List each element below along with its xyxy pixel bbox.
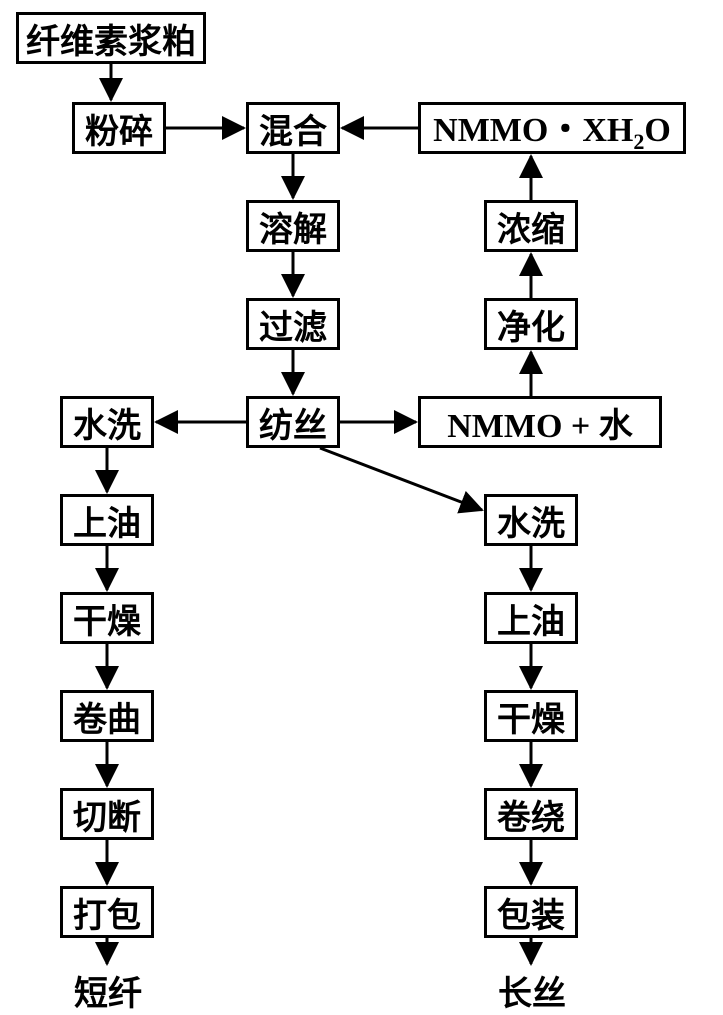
node-washL: 水洗	[60, 396, 154, 448]
node-label: 水洗	[73, 398, 141, 447]
node-pack: 包装	[484, 886, 578, 938]
node-cut: 切断	[60, 788, 154, 840]
node-label: 粉碎	[85, 104, 153, 153]
node-spin: 纺丝	[246, 396, 340, 448]
node-label: 卷绕	[497, 790, 565, 839]
node-nmmow: NMMO + 水	[418, 396, 662, 448]
node-label: 水洗	[497, 496, 565, 545]
node-wind: 卷绕	[484, 788, 578, 840]
node-purify: 净化	[484, 298, 578, 350]
node-oilR: 上油	[484, 592, 578, 644]
node-label: 干燥	[497, 692, 565, 741]
node-label: 纺丝	[259, 398, 327, 447]
node-label: 浓缩	[497, 202, 565, 251]
node-label: NMMO・XH2O	[433, 102, 671, 155]
terminal-staple: 短纤	[74, 966, 142, 1015]
node-label: 切断	[73, 790, 141, 839]
node-label: 过滤	[259, 300, 327, 349]
node-label: 混合	[259, 104, 327, 153]
node-label: 净化	[497, 300, 565, 349]
node-label: 包装	[497, 888, 565, 937]
flowchart-canvas: 纤维素浆粕粉碎 混合 NMMO・XH2O 溶解 浓缩过滤 净化水洗 纺丝 NMMO + 水上油…	[0, 0, 723, 1000]
node-concent: 浓缩	[484, 200, 578, 252]
node-bale: 打包	[60, 886, 154, 938]
node-crush: 粉碎	[72, 102, 166, 154]
node-filter: 过滤	[246, 298, 340, 350]
node-label: 卷曲	[73, 692, 141, 741]
edge-spin-to-washR	[320, 448, 482, 510]
node-label: 上油	[497, 594, 565, 643]
node-mix: 混合	[246, 102, 340, 154]
node-dissolve: 溶解	[246, 200, 340, 252]
terminal-filament: 长丝	[498, 966, 566, 1015]
node-dryR: 干燥	[484, 690, 578, 742]
node-label: 干燥	[73, 594, 141, 643]
node-dryL: 干燥	[60, 592, 154, 644]
node-label: 纤维素浆粕	[26, 14, 196, 63]
node-pulp: 纤维素浆粕	[16, 12, 206, 64]
node-label: 打包	[73, 888, 141, 937]
node-label: 上油	[73, 496, 141, 545]
node-label: NMMO + 水	[447, 398, 633, 447]
node-washR: 水洗	[484, 494, 578, 546]
node-oilL: 上油	[60, 494, 154, 546]
node-crimp: 卷曲	[60, 690, 154, 742]
node-label: 溶解	[259, 202, 327, 251]
node-nmmox: NMMO・XH2O	[418, 102, 686, 154]
